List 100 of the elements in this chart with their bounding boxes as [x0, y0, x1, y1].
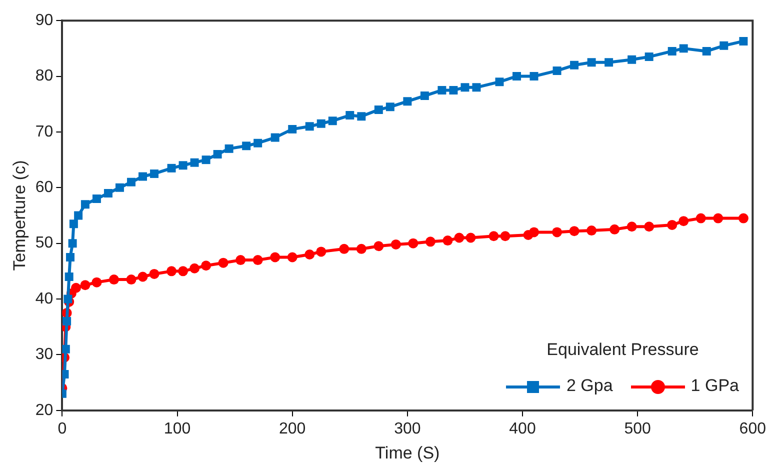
point: [696, 213, 706, 224]
point: [66, 253, 74, 262]
x-tick-label: 600: [739, 420, 766, 438]
point: [138, 272, 148, 282]
point: [288, 124, 297, 134]
point: [679, 44, 688, 53]
point: [713, 213, 724, 224]
point: [126, 274, 136, 285]
point: [316, 119, 326, 128]
point: [213, 150, 222, 158]
point: [178, 266, 188, 276]
point: [569, 226, 580, 236]
point: [236, 255, 246, 266]
point: [69, 220, 78, 228]
point: [668, 46, 676, 56]
point: [270, 252, 280, 262]
point: [586, 226, 597, 236]
point: [552, 66, 562, 75]
point: [115, 183, 124, 192]
point: [71, 282, 82, 293]
point: [92, 277, 102, 288]
legend-label: 1 GPa: [690, 376, 739, 395]
point: [202, 156, 210, 164]
point: [138, 172, 147, 181]
point: [390, 239, 401, 250]
point: [374, 241, 384, 252]
y-tick-label: 50: [35, 234, 54, 252]
point: [62, 317, 72, 326]
point: [62, 344, 70, 354]
point: [386, 102, 394, 112]
y-tick-label: 80: [35, 68, 54, 85]
point: [108, 274, 119, 285]
point: [178, 161, 188, 170]
x-tick-label: 300: [394, 420, 421, 438]
point: [702, 46, 711, 56]
point: [287, 252, 298, 262]
x-tick-label: 0: [58, 420, 67, 438]
legend-title: Equivalent Pressure: [546, 340, 700, 360]
point: [667, 220, 678, 230]
point: [74, 211, 83, 220]
point: [242, 142, 251, 150]
point: [190, 158, 199, 167]
point: [270, 133, 280, 142]
point: [488, 231, 499, 242]
point: [678, 216, 689, 226]
point: [80, 200, 90, 209]
point: [628, 55, 636, 64]
point: [328, 116, 337, 126]
point: [739, 36, 748, 46]
x-tick-label: 500: [624, 420, 652, 438]
point: [512, 72, 521, 81]
point: [316, 246, 326, 257]
point: [166, 266, 177, 276]
point: [339, 244, 350, 254]
point: [150, 169, 158, 178]
point: [425, 236, 436, 247]
point: [201, 260, 212, 271]
y-tick-label: 60: [35, 179, 54, 196]
point: [420, 92, 429, 100]
point: [64, 294, 72, 304]
point: [68, 239, 77, 248]
point: [356, 244, 366, 254]
point: [738, 213, 748, 224]
point: [374, 105, 383, 114]
point: [127, 178, 136, 186]
point: [408, 238, 418, 248]
point: [346, 111, 354, 120]
point: [466, 232, 476, 243]
point: [626, 222, 637, 232]
legend-label: 2 Gpa: [566, 376, 613, 395]
x-axis-title: Time (S): [375, 443, 440, 462]
x-tick-label: 400: [509, 420, 536, 438]
y-tick-label: 20: [35, 402, 54, 419]
point: [610, 224, 620, 234]
point: [438, 86, 446, 94]
point: [644, 222, 654, 232]
point: [529, 227, 540, 238]
point: [587, 58, 596, 67]
point: [403, 97, 412, 106]
point: [442, 236, 453, 246]
point: [304, 249, 315, 260]
y-tick-label: 40: [35, 290, 54, 308]
point: [64, 272, 74, 281]
point: [149, 268, 160, 279]
y-tick-label: 90: [35, 12, 54, 30]
x-tick-label: 100: [164, 420, 191, 438]
point: [190, 263, 200, 274]
point: [472, 83, 481, 92]
point: [357, 112, 366, 121]
y-tick-label: 70: [35, 123, 54, 140]
point: [224, 144, 234, 153]
point: [500, 231, 510, 242]
point: [454, 232, 464, 243]
point: [80, 280, 90, 290]
point: [254, 138, 262, 148]
point: [305, 122, 314, 131]
point: [92, 194, 101, 204]
y-axis-title: Temperture (c): [10, 160, 29, 271]
point: [552, 227, 562, 238]
point: [495, 78, 504, 86]
